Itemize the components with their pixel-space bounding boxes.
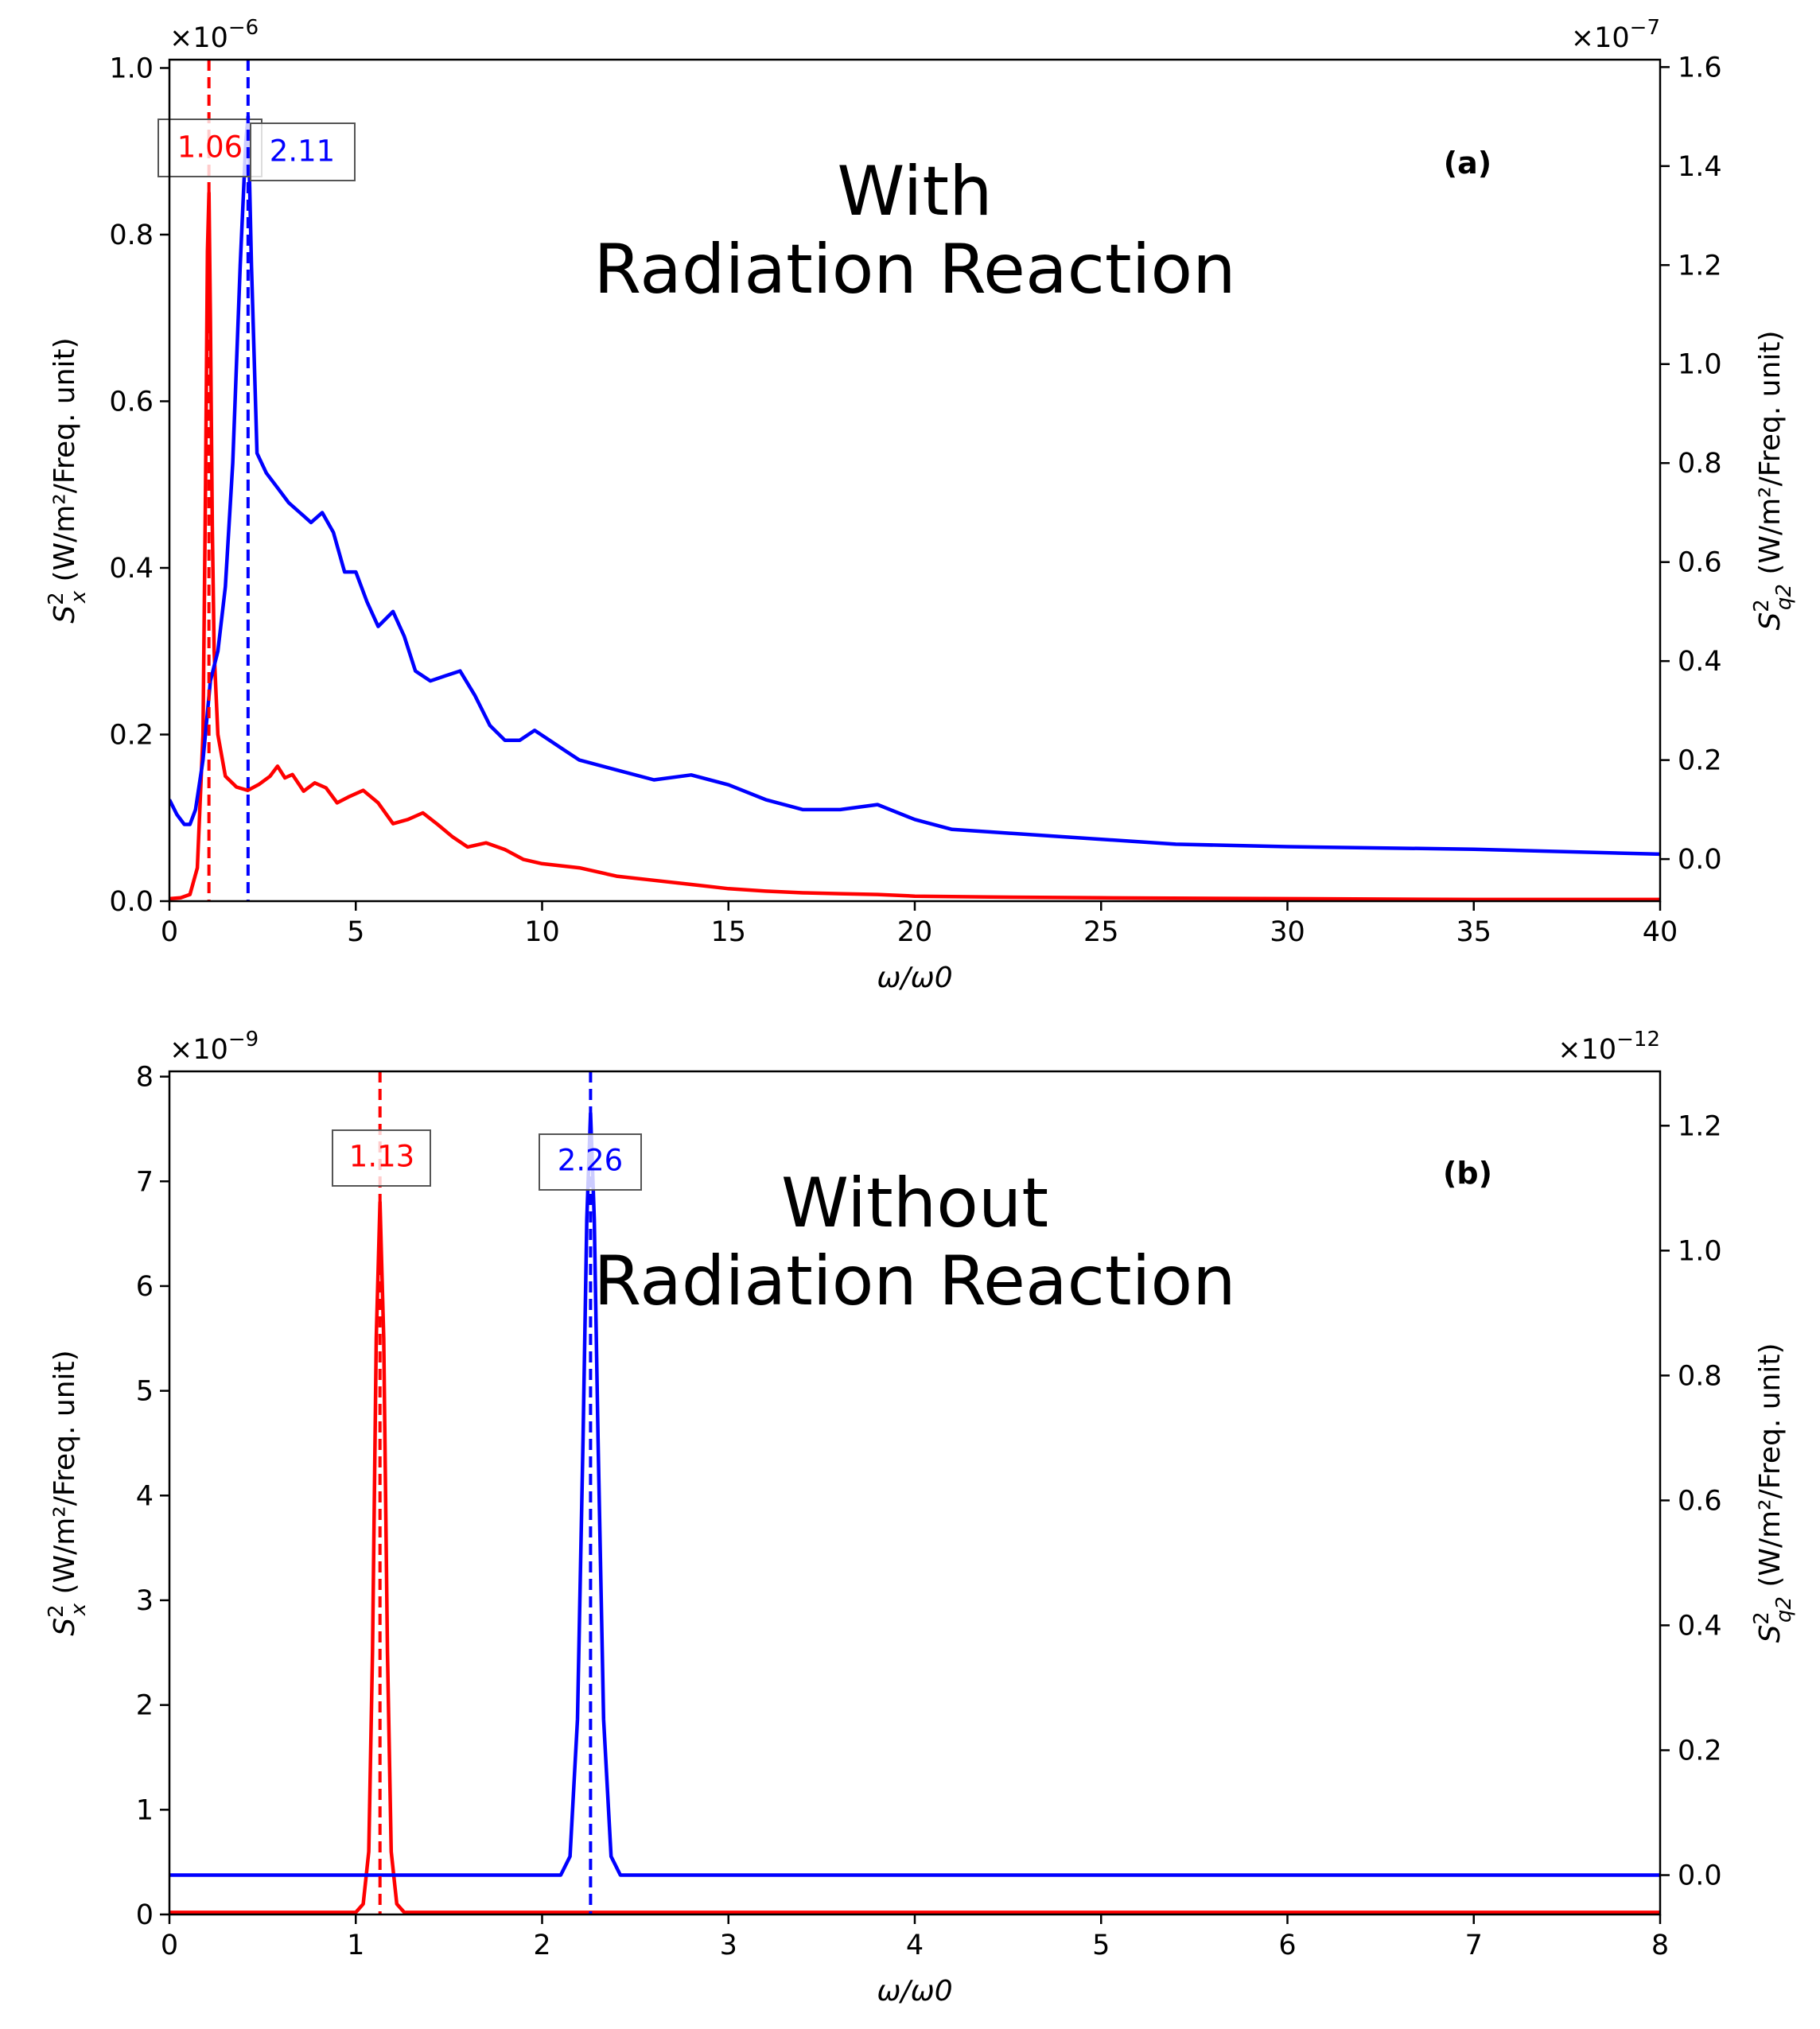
x-tick-label: 3 — [720, 1930, 737, 1961]
y-right-tick-label: 0.8 — [1678, 448, 1722, 480]
y-left-tick-label: 0.6 — [109, 386, 154, 418]
y-right-tick-label: 0.4 — [1678, 646, 1722, 678]
peak-label: 1.06 — [177, 130, 243, 165]
x-tick-label: 1 — [347, 1930, 364, 1961]
y-right-axis-label: S2q2 (W/m²/Freq. unit) — [1750, 330, 1796, 630]
x-tick-label: 6 — [1278, 1930, 1296, 1961]
peak-label-box — [250, 122, 356, 181]
y-right-tick-label: 0.8 — [1678, 1360, 1722, 1392]
y-left-tick-label: 2 — [136, 1690, 154, 1722]
x-axis-label: ω/ω0 — [877, 1975, 952, 2008]
y-right-tick-label: 1.0 — [1678, 1235, 1722, 1267]
x-tick-label: 30 — [1270, 916, 1305, 948]
series-line-sq2 — [169, 1111, 1660, 1877]
panel-label: (b) — [1443, 1156, 1492, 1191]
y-left-tick-label: 5 — [136, 1376, 154, 1408]
y-right-tick-label: 0.4 — [1678, 1610, 1722, 1642]
y-right-axis-label: S2q2 (W/m²/Freq. unit) — [1750, 1343, 1796, 1642]
x-tick-label: 40 — [1643, 916, 1678, 948]
y-right-tick-label: 0.2 — [1678, 1735, 1722, 1767]
x-tick-label: 5 — [347, 916, 364, 948]
x-tick-label: 0 — [161, 1930, 178, 1961]
y-left-axis-label: S2x (W/m²/Freq. unit) — [45, 1350, 91, 1635]
peak-label: 2.26 — [558, 1144, 623, 1178]
x-tick-label: 10 — [524, 916, 560, 948]
panel-annotation-line: With — [837, 152, 992, 231]
peak-label: 2.11 — [270, 134, 335, 169]
panel-label: (a) — [1444, 146, 1491, 181]
x-tick-label: 4 — [906, 1930, 924, 1961]
x-tick-label: 20 — [897, 916, 933, 948]
x-tick-label: 7 — [1465, 1930, 1483, 1961]
series-line-sq2 — [169, 115, 1660, 857]
peak-label-box — [158, 119, 262, 177]
y-right-tick-label: 1.2 — [1678, 1110, 1722, 1142]
peak-label: 1.13 — [349, 1140, 414, 1174]
y-left-tick-label: 7 — [136, 1166, 154, 1198]
y-left-tick-label: 0.2 — [109, 719, 154, 751]
series-line-sx — [169, 191, 1660, 901]
panel-annotation-line: Without — [781, 1164, 1048, 1243]
y-right-tick-label: 0.0 — [1678, 844, 1722, 876]
y-right-tick-label: 1.6 — [1678, 52, 1722, 84]
y-left-tick-label: 4 — [136, 1480, 154, 1512]
peak-label-box — [332, 1129, 431, 1187]
x-tick-label: 35 — [1456, 916, 1491, 948]
y-right-tick-label: 1.0 — [1678, 349, 1722, 381]
y-left-tick-label: 0 — [136, 1899, 154, 1931]
chart-panel-b: 1.13 2.26 0 1 2 3 4 5 6 7 8 0 1 2 3 4 5 6 7 8 0.0 0.2 0.4 0.6 0.… — [45, 1028, 1796, 2008]
x-axis-label: ω/ω0 — [877, 962, 952, 994]
y-left-tick-label: 3 — [136, 1585, 154, 1617]
y-left-tick-label: 8 — [136, 1062, 154, 1094]
x-tick-label: 8 — [1651, 1930, 1669, 1961]
y-right-multiplier: ×10−7 — [1571, 16, 1660, 54]
y-right-multiplier: ×10−12 — [1558, 1028, 1660, 1066]
x-tick-label: 15 — [710, 916, 746, 948]
y-left-tick-label: 1.0 — [109, 52, 154, 84]
chart-panel-a: 1.06 2.11 0 5 10 15 20 25 30 35 40 0.0 0.2 0.4 0.6 0.8 1… — [45, 16, 1796, 994]
y-left-tick-label: 0.0 — [109, 886, 154, 918]
y-left-multiplier: ×10−6 — [169, 16, 259, 54]
x-tick-label: 0 — [161, 916, 178, 948]
y-right-tick-label: 0.6 — [1678, 1485, 1722, 1517]
x-tick-label: 25 — [1083, 916, 1119, 948]
x-tick-label: 5 — [1092, 1930, 1110, 1961]
y-left-tick-label: 0.4 — [109, 553, 154, 585]
y-left-tick-label: 1 — [136, 1794, 154, 1826]
y-left-tick-label: 0.8 — [109, 220, 154, 251]
y-left-tick-label: 6 — [136, 1271, 154, 1303]
y-left-multiplier: ×10−9 — [169, 1028, 259, 1066]
peak-label-box — [539, 1133, 642, 1191]
panel-annotation-line: Radiation Reaction — [593, 230, 1235, 309]
x-tick-label: 2 — [533, 1930, 550, 1961]
panel-annotation-line: Radiation Reaction — [593, 1242, 1235, 1321]
series-line-sx — [169, 1200, 1660, 1914]
y-right-tick-label: 1.2 — [1678, 250, 1722, 282]
y-right-tick-label: 1.4 — [1678, 151, 1722, 183]
y-right-tick-label: 0.2 — [1678, 745, 1722, 777]
y-left-axis-label: S2x (W/m²/Freq. unit) — [45, 337, 91, 623]
y-right-tick-label: 0.6 — [1678, 547, 1722, 579]
y-right-tick-label: 0.0 — [1678, 1860, 1722, 1892]
